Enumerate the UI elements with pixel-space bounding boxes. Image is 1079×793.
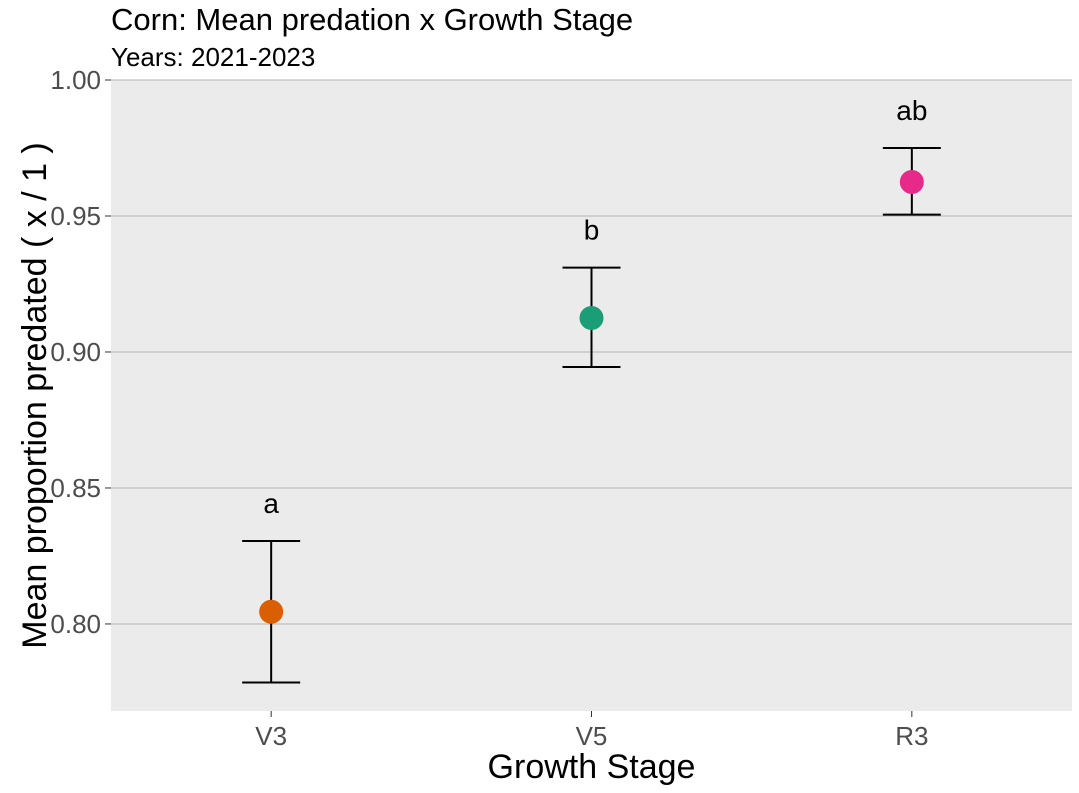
y-tick-label: 0.95 <box>50 201 101 231</box>
plot-panel <box>111 80 1072 711</box>
y-tick-label: 0.80 <box>50 609 101 639</box>
significance-letter: a <box>263 488 279 519</box>
y-tick-label: 1.00 <box>50 65 101 95</box>
y-axis-label: Mean proportion predated ( x / 1 ) <box>16 142 54 649</box>
significance-letter: ab <box>896 95 927 126</box>
x-tick-label: V3 <box>255 721 287 751</box>
y-tick-label: 0.90 <box>50 337 101 367</box>
y-tick-label: 0.85 <box>50 473 101 503</box>
point-V3: a <box>242 488 301 684</box>
chart-subtitle: Years: 2021-2023 <box>111 42 316 72</box>
point-V5: b <box>562 215 621 368</box>
mean-point <box>899 169 924 194</box>
point-R3: ab <box>882 95 941 216</box>
y-axis-ticks: 0.80 0.85 0.90 0.95 1.00 <box>50 65 111 639</box>
x-tick-label: V5 <box>576 721 608 751</box>
x-axis-ticks: V3 V5 R3 <box>255 711 928 751</box>
x-axis-label: Growth Stage <box>488 748 696 786</box>
chart-title: Corn: Mean predation x Growth Stage <box>111 2 634 37</box>
x-tick-label: R3 <box>895 721 928 751</box>
mean-point <box>259 599 284 624</box>
mean-point <box>579 305 604 330</box>
significance-letter: b <box>584 215 600 246</box>
